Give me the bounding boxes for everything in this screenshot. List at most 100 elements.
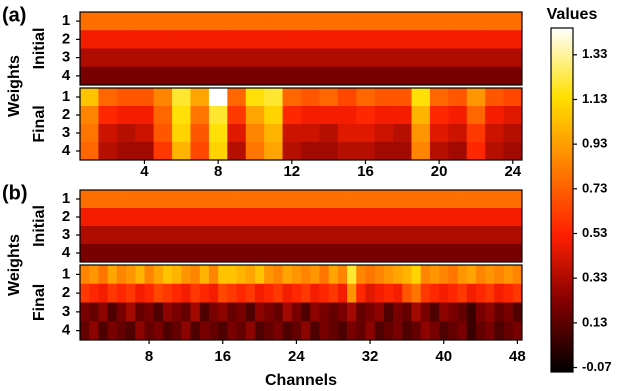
heatmap-cell: [236, 321, 247, 341]
heatmap-cell: [374, 321, 385, 341]
heatmap-cell: [356, 124, 376, 143]
heatmap-cell: [144, 190, 155, 209]
heatmap-cell: [172, 142, 191, 161]
row-label: 3: [62, 124, 70, 141]
colorbar-tick-label: 0.53: [582, 225, 607, 240]
heatmap-cell: [411, 30, 431, 49]
heatmap-cell: [512, 190, 523, 209]
group-frame: [79, 87, 523, 161]
heatmap-cell: [254, 244, 265, 263]
heatmap-cell: [98, 226, 109, 245]
heatmap-cell: [337, 142, 357, 161]
heatmap-cell: [116, 30, 136, 49]
heatmap-cell: [282, 283, 293, 303]
heatmap-cell: [218, 283, 228, 303]
heatmap-cell: [466, 48, 486, 68]
heatmap-cell: [328, 265, 339, 285]
heatmap-cell: [172, 48, 191, 68]
heatmap-cell: [153, 208, 164, 227]
heatmap-cell: [190, 302, 201, 322]
heatmap-cell: [236, 244, 247, 263]
heatmap-cell: [411, 244, 422, 263]
heatmap-cell: [457, 226, 468, 245]
heatmap-cell: [144, 283, 155, 303]
heatmap-cell: [144, 265, 155, 285]
group-label: Initial: [31, 28, 48, 70]
heatmap-cell: [273, 226, 283, 245]
heatmap-cell: [485, 283, 495, 303]
heatmap-cell: [135, 12, 155, 31]
heatmap-cell: [236, 208, 247, 227]
heatmap-cell: [80, 142, 99, 161]
heatmap-cell: [301, 142, 320, 161]
heatmap-cell: [337, 190, 348, 209]
heatmap-cell: [153, 48, 173, 68]
heatmap-cell: [80, 244, 90, 263]
heatmap-cell: [301, 244, 311, 263]
heatmap-cell: [227, 265, 237, 285]
heatmap-cell: [273, 208, 283, 227]
heatmap-cell: [89, 208, 99, 227]
heatmap-cell: [98, 265, 109, 285]
heatmap-cell: [466, 30, 486, 49]
heatmap-cell: [116, 190, 127, 209]
heatmap-cell: [347, 302, 357, 322]
heatmap-cell: [383, 190, 394, 209]
heatmap-cell: [116, 88, 136, 107]
heatmap-cell: [80, 106, 99, 125]
heatmap-cell: [89, 190, 99, 209]
heatmap-cell: [374, 226, 385, 245]
heatmap-cell: [319, 244, 330, 263]
heatmap-cell: [135, 302, 145, 322]
heatmap-cell: [466, 226, 477, 245]
heatmap-cell: [429, 302, 440, 322]
heatmap-cell: [199, 302, 210, 322]
row-label: 3: [62, 226, 70, 243]
heatmap-cell: [337, 12, 357, 31]
x-tick-label: 8: [214, 163, 222, 180]
heatmap-cell: [337, 124, 357, 143]
heatmap-cell: [135, 66, 155, 86]
heatmap-cell: [393, 142, 412, 161]
heatmap-cell: [227, 302, 237, 322]
heatmap-cell: [393, 265, 403, 285]
heatmap-cell: [172, 321, 182, 341]
colorbar-tick-label: -0.07: [582, 359, 612, 374]
heatmap-cell: [420, 244, 431, 263]
heatmap-cell: [144, 244, 155, 263]
heatmap-cell: [218, 208, 228, 227]
heatmap-cell: [89, 283, 99, 303]
heatmap-cell: [356, 244, 366, 263]
heatmap-cell: [393, 283, 403, 303]
heatmap-cell: [126, 283, 136, 303]
heatmap-cell: [429, 106, 449, 125]
heatmap-cell: [153, 88, 173, 107]
heatmap-cell: [245, 12, 265, 31]
heatmap-cell: [503, 208, 514, 227]
heatmap-cell: [254, 302, 265, 322]
heatmap-cell: [429, 321, 440, 341]
heatmap-cell: [393, 88, 412, 107]
heatmap-cell: [448, 208, 458, 227]
heatmap-cell: [227, 66, 247, 86]
heatmap-cell: [116, 48, 136, 68]
heatmap-cell: [135, 283, 145, 303]
heatmap-cell: [172, 244, 182, 263]
heatmap-cell: [503, 244, 514, 263]
heatmap-cell: [98, 48, 118, 68]
heatmap-cell: [512, 283, 523, 303]
heatmap-cell: [135, 142, 155, 161]
heatmap-cell: [98, 283, 109, 303]
heatmap-cell: [208, 302, 219, 322]
heatmap-cell: [208, 321, 219, 341]
heatmap-cell: [116, 244, 127, 263]
heatmap-cell: [448, 30, 468, 49]
heatmap-cell: [429, 30, 449, 49]
heatmap-cell: [466, 321, 477, 341]
heatmap-cell: [485, 265, 495, 285]
heatmap-cell: [310, 283, 320, 303]
heatmap-cell: [503, 321, 514, 341]
heatmap-cell: [448, 66, 468, 86]
row-label: 3: [62, 303, 70, 320]
heatmap-cell: [153, 30, 173, 49]
